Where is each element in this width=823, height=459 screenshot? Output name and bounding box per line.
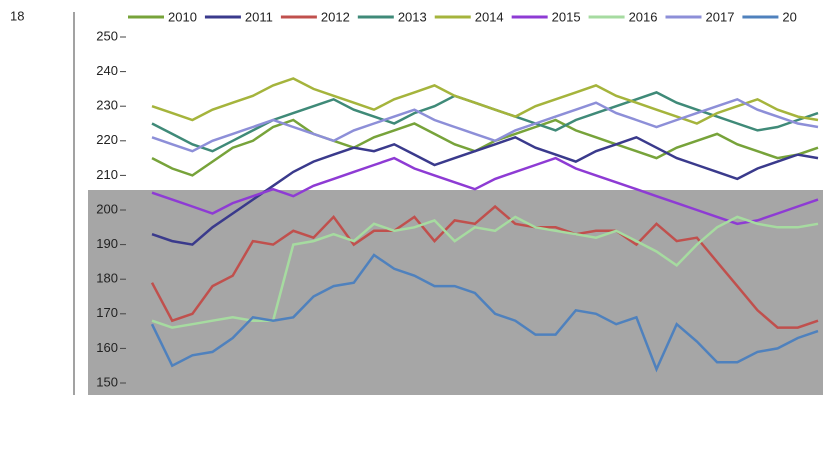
legend-label: 2010 [168,9,197,24]
series-line [151,118,819,177]
legend-label: 20 [782,9,796,24]
y-tick-label: 220 [96,132,118,147]
legend-label: 2015 [552,9,581,24]
y-tick-label: 230 [96,98,118,113]
annotation: 18 [10,8,24,23]
series-line [151,77,819,125]
y-tick-label: 190 [96,236,118,251]
y-tick-label: 160 [96,340,118,355]
legend-label: 2011 [245,9,273,24]
y-tick-label: 200 [96,201,118,216]
y-tick-label: 150 [96,374,118,389]
y-tick-label: 210 [96,167,118,182]
series-line [151,156,819,226]
series-line [151,97,819,153]
y-tick-label: 250 [96,28,118,43]
y-tick-label: 240 [96,63,118,78]
legend-label: 2012 [321,9,350,24]
series-line [150,204,819,329]
legend-label: 2017 [706,9,735,24]
y-tick-label: 180 [96,271,118,286]
legend-label: 2016 [629,9,658,24]
legend-label: 2014 [475,9,504,24]
series-line [150,253,819,373]
plot-area [88,190,823,395]
series-line [151,215,819,329]
y-tick-label: 170 [96,305,118,320]
legend-label: 2013 [398,9,427,24]
